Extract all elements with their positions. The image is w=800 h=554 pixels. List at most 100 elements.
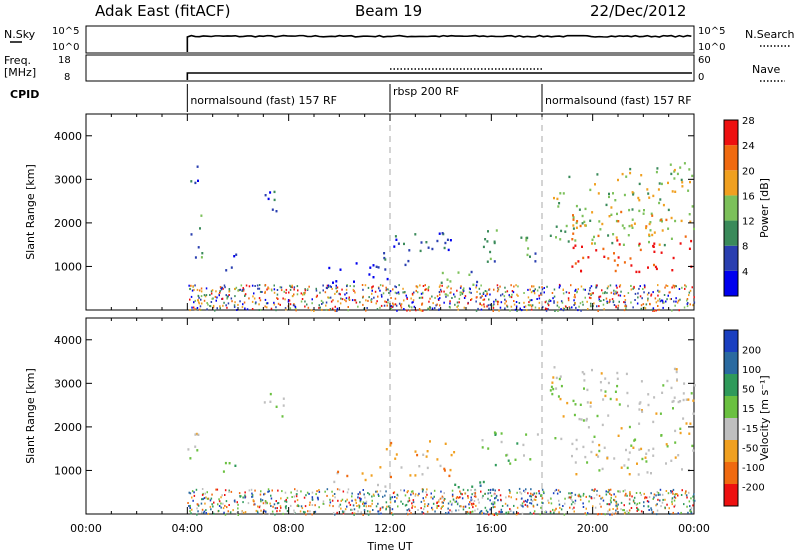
power-data-cell xyxy=(444,241,447,245)
power-ground-scatter xyxy=(587,292,590,295)
power-ground-scatter xyxy=(251,300,254,303)
velocity-ground-scatter xyxy=(317,498,319,501)
power-data-cell xyxy=(560,229,563,233)
power-ground-scatter xyxy=(434,296,436,299)
power-ground-scatter xyxy=(480,284,482,287)
power-ground-scatter xyxy=(484,290,487,292)
velocity-data-cell xyxy=(674,429,677,433)
power-ground-scatter xyxy=(605,297,608,300)
velocity-ground-scatter xyxy=(600,513,603,515)
velocity-ground-scatter xyxy=(674,504,676,507)
velocity-ground-scatter xyxy=(426,510,429,513)
velocity-data-cell xyxy=(626,466,629,470)
power-data-cell xyxy=(472,283,475,286)
velocity-data-cell xyxy=(481,446,484,449)
velocity-data-cell xyxy=(607,381,610,385)
power-data-cell xyxy=(674,190,677,193)
velocity-ground-scatter xyxy=(476,508,479,511)
power-ground-scatter xyxy=(641,297,643,300)
power-ground-scatter xyxy=(416,286,419,289)
velocity-data-cell xyxy=(269,392,272,396)
power-ground-scatter xyxy=(611,298,614,301)
velocity-data-cell xyxy=(429,440,431,443)
power-ground-scatter xyxy=(322,289,324,292)
velocity-data-cell xyxy=(390,475,392,479)
power-data-cell xyxy=(693,227,695,231)
power-ground-scatter xyxy=(285,288,288,291)
power-ground-scatter xyxy=(374,290,377,293)
velocity-ground-scatter xyxy=(495,513,498,516)
power-data-cell xyxy=(632,193,635,196)
power-data-cell xyxy=(589,188,592,192)
velocity-data-cell xyxy=(644,456,647,459)
power-ground-scatter xyxy=(540,292,542,295)
power-ground-scatter xyxy=(538,301,541,304)
velocity-ground-scatter xyxy=(526,500,528,503)
power-data-cell xyxy=(598,220,601,223)
power-data-cell xyxy=(647,266,649,269)
power-ground-scatter xyxy=(470,291,472,294)
freq-strip-frame xyxy=(85,54,695,82)
power-ground-scatter xyxy=(425,288,428,291)
velocity-data-cell xyxy=(549,389,552,392)
power-ground-scatter xyxy=(449,306,451,309)
power-ground-scatter xyxy=(675,285,677,288)
power-ground-scatter xyxy=(434,307,436,310)
velocity-data-cell xyxy=(228,462,231,465)
velocity-ground-scatter xyxy=(396,493,399,496)
velocity-data-cell xyxy=(673,396,676,399)
power-data-cell xyxy=(332,281,334,284)
velocity-ground-scatter xyxy=(555,488,558,491)
power-ground-scatter xyxy=(580,309,582,312)
power-ground-scatter xyxy=(383,304,386,307)
power-ground-scatter xyxy=(334,305,336,308)
power-ground-scatter xyxy=(362,295,364,298)
velocity-ground-scatter xyxy=(353,512,356,515)
velocity-ground-scatter xyxy=(612,508,614,510)
velocity-ground-scatter xyxy=(301,507,304,510)
power-data-cell xyxy=(680,219,683,223)
power-data-cell xyxy=(407,259,410,263)
velocity-data-cell xyxy=(623,464,626,467)
power-ground-scatter xyxy=(403,299,405,302)
power-data-cell xyxy=(657,188,660,191)
power-ground-scatter xyxy=(450,287,452,290)
power-ground-scatter xyxy=(580,285,583,288)
power-data-cell xyxy=(623,261,626,264)
velocity-ground-scatter xyxy=(211,493,213,496)
power-ground-scatter xyxy=(567,297,570,300)
power-ground-scatter xyxy=(345,292,348,295)
velocity-ground-scatter xyxy=(673,496,676,499)
velocity-ground-scatter xyxy=(362,513,364,516)
power-data-cell xyxy=(449,280,452,283)
velocity-ground-scatter xyxy=(217,503,219,506)
velocity-ground-scatter xyxy=(375,505,378,508)
power-ground-scatter xyxy=(427,287,430,290)
power-data-cell xyxy=(611,241,614,245)
velocity-ground-scatter xyxy=(352,504,355,507)
power-ground-scatter xyxy=(243,288,245,291)
power-ground-scatter xyxy=(587,308,589,310)
power-ground-scatter xyxy=(609,298,611,301)
power-ground-scatter xyxy=(200,298,202,301)
power-data-cell xyxy=(525,239,528,242)
velocity-ground-scatter xyxy=(363,504,365,507)
velocity-ground-scatter xyxy=(397,505,399,508)
power-data-cell xyxy=(658,243,661,246)
power-ground-scatter xyxy=(402,291,404,294)
power-ground-scatter xyxy=(398,284,400,287)
velocity-ground-scatter xyxy=(431,508,434,511)
power-ground-scatter xyxy=(479,303,481,306)
power-ground-scatter xyxy=(624,301,626,304)
power-data-cell xyxy=(658,201,661,205)
velocity-ground-scatter xyxy=(444,498,446,500)
velocity-ground-scatter xyxy=(538,492,541,495)
velocity-ground-scatter xyxy=(380,512,382,515)
power-ground-scatter xyxy=(367,286,370,289)
power-data-cell xyxy=(470,270,473,274)
power-ground-scatter xyxy=(517,285,519,288)
velocity-ground-scatter xyxy=(442,496,445,499)
power-ground-scatter xyxy=(223,301,225,304)
power-ground-scatter xyxy=(606,291,608,294)
power-colorbar-swatch xyxy=(724,120,738,146)
